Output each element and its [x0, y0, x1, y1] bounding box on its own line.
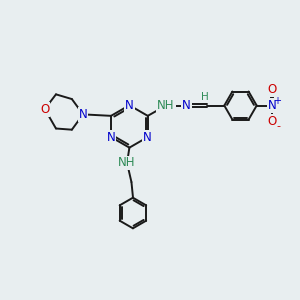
- Text: O: O: [267, 83, 277, 96]
- Text: +: +: [273, 95, 281, 106]
- Text: N: N: [143, 130, 152, 143]
- Text: H: H: [201, 92, 209, 102]
- Text: O: O: [40, 103, 50, 116]
- Text: O: O: [267, 115, 277, 128]
- Text: N: N: [268, 99, 276, 112]
- Text: NH: NH: [157, 99, 175, 112]
- Text: -: -: [277, 121, 280, 131]
- Text: N: N: [125, 99, 134, 112]
- Text: NH: NH: [118, 157, 136, 169]
- Text: N: N: [182, 99, 191, 112]
- Text: N: N: [107, 130, 116, 143]
- Text: N: N: [79, 108, 87, 121]
